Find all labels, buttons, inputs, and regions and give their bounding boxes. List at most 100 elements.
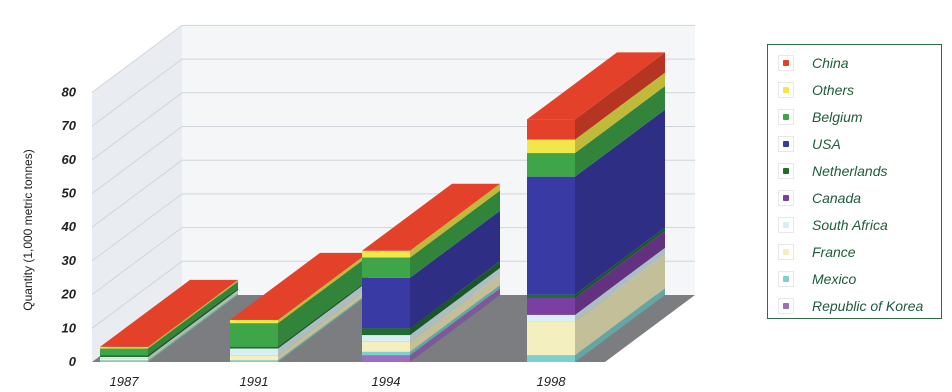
gridline-side: [91, 24, 183, 93]
bar-segment-side: [575, 52, 665, 140]
gridline-side: [91, 58, 183, 127]
bar-segment: [100, 346, 148, 349]
legend-item: Canada: [778, 184, 941, 211]
bar-segment-side: [148, 288, 238, 357]
bars: [100, 52, 665, 362]
bar-segment-side: [410, 274, 500, 352]
legend-label: France: [812, 243, 856, 260]
y-tick-label: 10: [62, 320, 77, 335]
bar-segment-side: [410, 284, 500, 356]
bar-segment: [527, 139, 575, 154]
legend-swatch-dot: [783, 302, 789, 309]
x-axis-ticks: 1987 1991 1994 1998: [110, 374, 567, 389]
y-axis-label: Quantity (1,000 metric tonnes): [21, 149, 35, 310]
bar-segment-side: [575, 227, 665, 298]
bar-segment: [527, 314, 575, 322]
bar-segment-side: [410, 190, 500, 278]
bar-segment: [527, 297, 575, 315]
bar-segment: [527, 153, 575, 177]
legend-item: Netherlands: [778, 157, 941, 184]
bar-segment-side: [575, 230, 665, 315]
bar-segment: [100, 348, 148, 356]
legend-label: China: [812, 54, 849, 71]
bar-segment: [527, 119, 575, 140]
legend-swatch-dot: [783, 167, 789, 174]
bar-segment: [100, 356, 148, 359]
bar-top: [362, 183, 500, 251]
gridline-side: [91, 260, 183, 329]
bar-segment-side: [575, 288, 665, 362]
bar-top: [100, 279, 238, 347]
bar-segment-side: [410, 268, 500, 342]
legend-label: South Africa: [812, 216, 888, 233]
x-tick-label: 1991: [240, 374, 269, 389]
bar-segment-side: [278, 256, 368, 347]
bar-segment-side: [575, 254, 665, 356]
bar-segment: [100, 358, 148, 361]
legend-swatch-dot: [783, 248, 789, 255]
legend-label: Republic of Korea: [812, 297, 924, 314]
y-tick-label: 50: [62, 186, 77, 201]
legend-swatch-dot: [783, 221, 789, 228]
bar-segment: [230, 323, 278, 347]
gridline-side: [91, 227, 183, 296]
gridline-side: [91, 159, 183, 228]
legend-item: France: [778, 238, 941, 265]
y-tick-label: 80: [62, 84, 77, 99]
x-tick-label: 1987: [110, 374, 140, 389]
legend-swatch: [778, 81, 794, 98]
bar-segment: [362, 277, 410, 329]
bar-segment: [362, 250, 410, 258]
bar-segment-side: [410, 261, 500, 336]
legend-item: South Africa: [778, 211, 941, 238]
bar-segment: [230, 355, 278, 361]
bar-segment-side: [575, 72, 665, 154]
gridline-side: [91, 92, 183, 161]
legend-item: Republic of Korea: [778, 292, 941, 319]
legend-swatch: [778, 108, 794, 125]
bar-segment: [362, 335, 410, 342]
legend-swatch: [778, 216, 794, 233]
y-tick-label: 60: [62, 152, 77, 167]
bar-segment: [527, 294, 575, 298]
x-tick-label: 1994: [372, 374, 401, 389]
gridline-side: [91, 193, 183, 262]
bar-segment-side: [148, 289, 238, 359]
bar-segment-side: [278, 281, 368, 356]
legend-label: Mexico: [812, 270, 857, 287]
y-tick-label: 40: [61, 219, 77, 234]
bar-segment-side: [278, 293, 368, 362]
bar-segment-side: [575, 109, 665, 295]
legend-item: USA: [778, 130, 941, 157]
gridline-side: [91, 126, 183, 194]
bar-segment: [362, 351, 410, 356]
bar-segment: [230, 319, 278, 324]
bar-segment: [230, 348, 278, 356]
legend-label: Canada: [812, 189, 862, 206]
legend-swatch-dot: [783, 140, 789, 147]
bar-segment-side: [410, 183, 500, 258]
legend-label: USA: [812, 135, 841, 152]
bar-segment: [527, 321, 575, 356]
bar-segment-side: [278, 288, 368, 361]
legend-item: Belgium: [778, 103, 941, 130]
legend-swatch: [778, 270, 794, 287]
bar-segment: [100, 355, 148, 357]
bar-segment: [362, 355, 410, 362]
bar-segment-side: [278, 279, 368, 349]
bar-segment-side: [148, 281, 238, 356]
legend-swatch: [778, 189, 794, 206]
bar-top: [230, 252, 368, 320]
bar-segment-side: [148, 293, 238, 362]
bar-top: [527, 52, 665, 120]
bar-segment-side: [148, 279, 238, 349]
bar-segment-side: [278, 252, 368, 324]
legend-item: Mexico: [778, 265, 941, 292]
legend: China Others Belgium USA Netherlands Canada So…: [767, 44, 942, 319]
y-tick-label: 30: [62, 253, 77, 268]
legend-swatch-dot: [783, 113, 789, 120]
bar-segment: [362, 328, 410, 336]
legend-swatch-dot: [783, 275, 789, 282]
legend-label: Belgium: [812, 108, 863, 125]
